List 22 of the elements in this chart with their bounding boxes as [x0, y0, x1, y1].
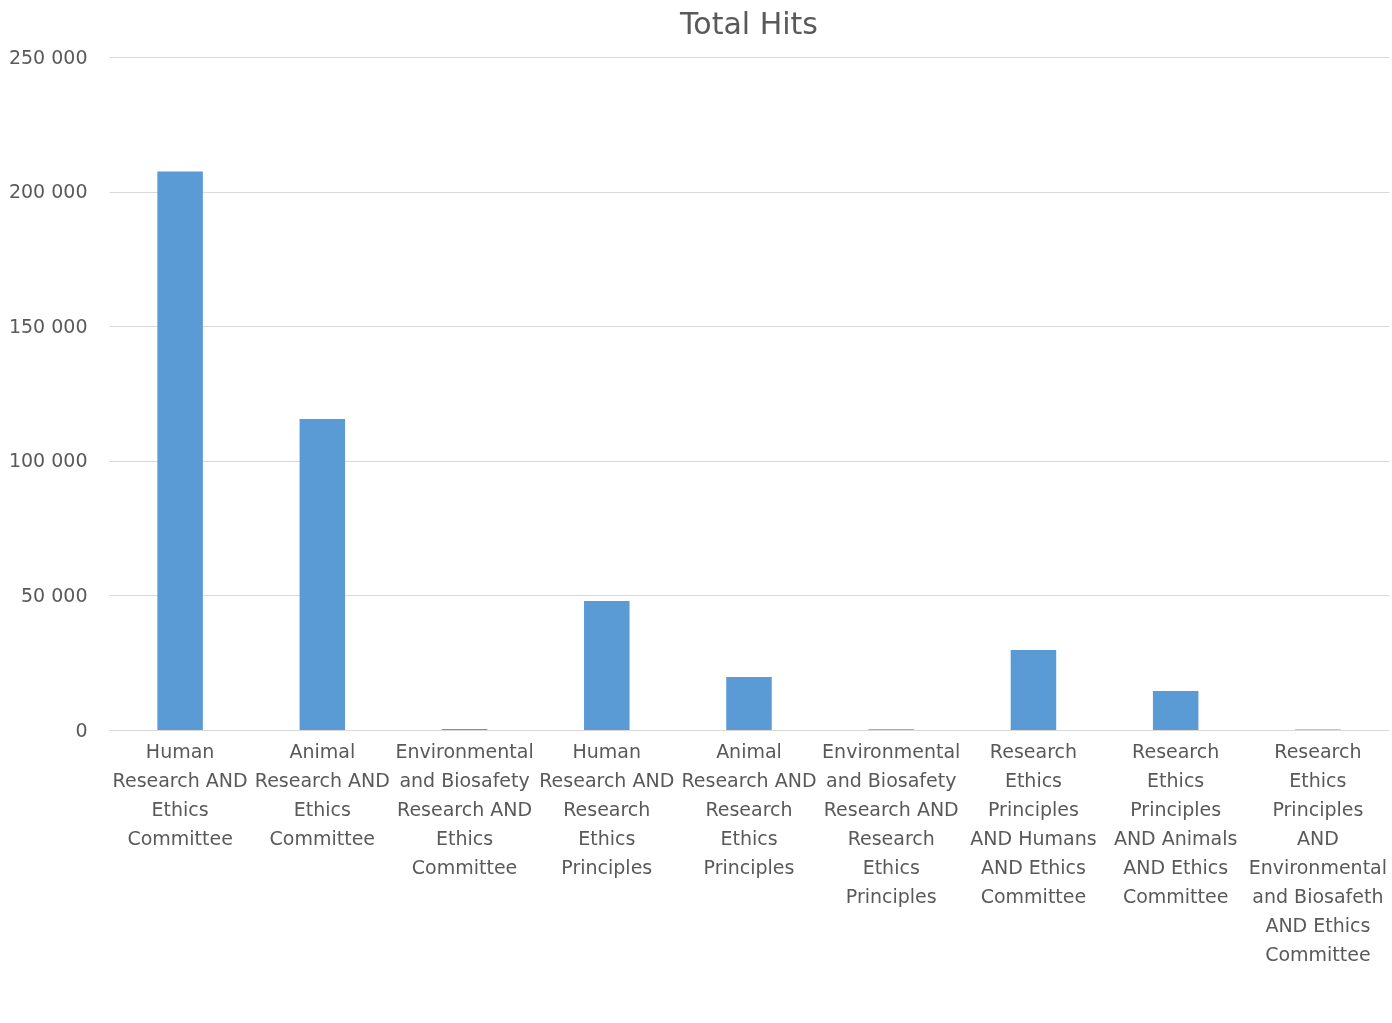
y-tick-label: 0 [75, 718, 88, 741]
x-tick-label: Animal Research AND Research Ethics Principles [681, 739, 817, 878]
x-tick-label: Environmental and Biosafety Research AND Research Ethics Principles [822, 739, 961, 907]
x-tick-label: Research Ethics Principles AND Environmental and Biosafeth AND Ethics Committee [1248, 739, 1388, 965]
x-tick-label: Animal Research AND Ethics Committee [254, 739, 390, 849]
bar [726, 676, 772, 730]
y-tick-label: 50 000 [21, 583, 88, 606]
y-tick-label: 200 000 [8, 180, 88, 203]
bar [1152, 690, 1199, 730]
x-tick-label: Environmental and Biosafety Research AND Ethics Committee [395, 739, 534, 878]
chart-title: Total Hits [679, 6, 818, 41]
x-tick-label: Human Research AND Ethics Committee [112, 739, 248, 849]
bar [584, 601, 630, 730]
x-tick-label: Research Ethics Principles AND Humans AND Ethics Committee [970, 739, 1097, 907]
bar [1010, 650, 1057, 730]
bar [157, 171, 203, 730]
y-tick-label: 250 000 [8, 45, 88, 68]
x-tick-label: Research Ethics Principles AND Animals AND Ethics Committee [1113, 739, 1238, 907]
y-tick-label: 150 000 [8, 314, 88, 337]
y-tick-label: 100 000 [8, 449, 88, 472]
bar [299, 419, 346, 730]
x-tick-label: Human Research AND Research Ethics Principles [539, 739, 675, 878]
